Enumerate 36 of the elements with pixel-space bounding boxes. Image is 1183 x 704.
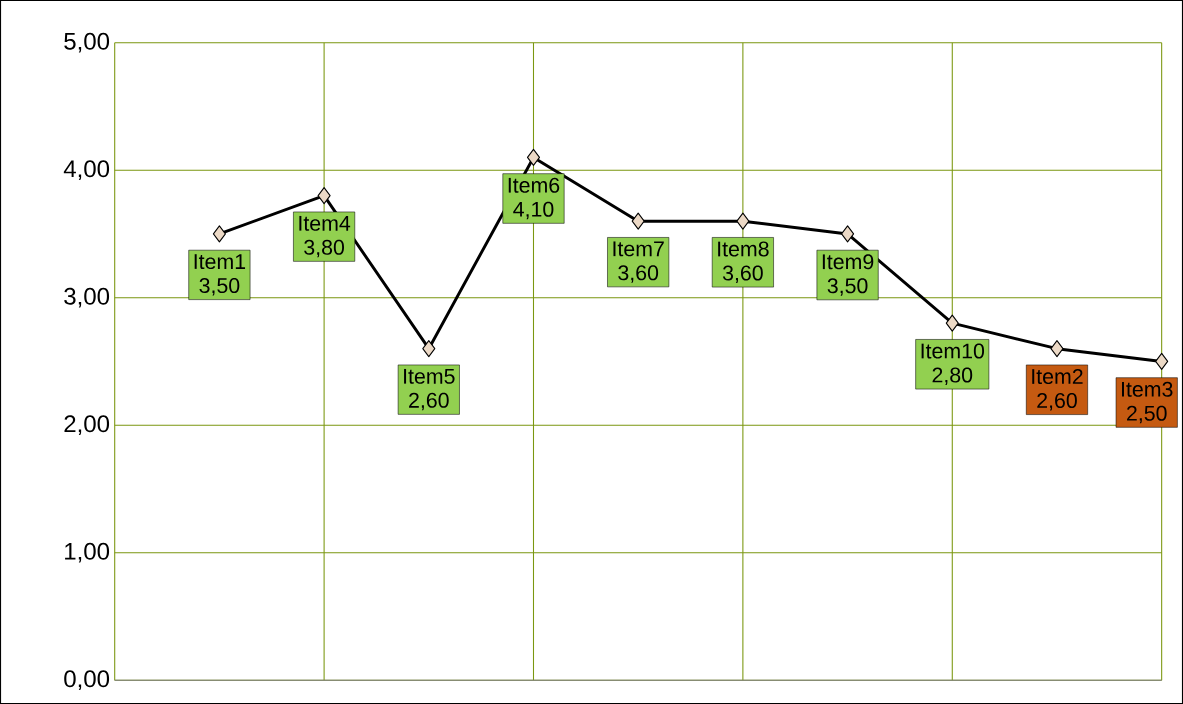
x-tick-label: Item8 xyxy=(718,241,769,257)
x-tick-label: Item10 xyxy=(921,343,985,359)
y-tick-label: 1,00 xyxy=(65,542,110,563)
y-tick-label: 4,00 xyxy=(63,160,110,180)
x-tick-label: Item3 xyxy=(1122,381,1173,397)
y-tick-label: 5,00 xyxy=(64,32,110,53)
text: 3,80 xyxy=(304,239,345,258)
point xyxy=(1050,340,1064,358)
point xyxy=(212,225,226,243)
x-tick-label: Item7 xyxy=(613,241,664,257)
x-tick-label: Item9 xyxy=(822,254,874,270)
y-tick-label: 0,00 xyxy=(64,670,110,691)
y-tick-label: 3,00 xyxy=(64,287,110,308)
text: 2,50 xyxy=(1127,405,1167,424)
text: 3,50 xyxy=(199,277,240,296)
text: 3,50 xyxy=(827,278,868,296)
y-tick-label: 2,00 xyxy=(64,415,110,436)
point xyxy=(1155,352,1169,370)
point xyxy=(945,314,959,332)
text: 3,60 xyxy=(722,265,763,283)
x-tick-label: Item6 xyxy=(508,177,560,193)
point xyxy=(317,187,331,205)
point xyxy=(422,340,436,358)
point xyxy=(841,225,855,243)
text: 2,80 xyxy=(932,367,973,385)
x-tick-label: Item2 xyxy=(1032,368,1083,384)
x-tick-label: Item5 xyxy=(404,368,455,384)
text: 4,10 xyxy=(513,201,554,220)
point xyxy=(631,212,645,230)
text: 2,60 xyxy=(1037,392,1077,411)
x-tick-label: Item1 xyxy=(194,254,246,269)
point xyxy=(526,148,541,166)
text: 2,60 xyxy=(409,392,449,411)
text: 3,60 xyxy=(618,265,659,283)
point xyxy=(736,212,750,230)
x-tick-label: Item4 xyxy=(299,215,351,231)
